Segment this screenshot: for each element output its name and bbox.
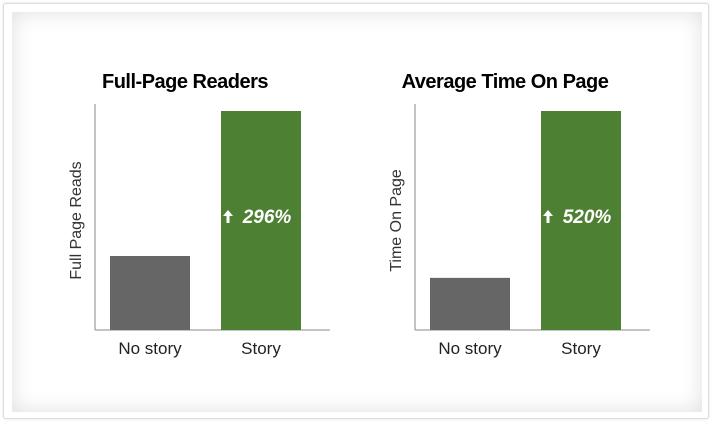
chart-title: Average Time On Page [402,71,609,93]
category-label: Story [561,339,601,358]
chart-0: Full-Page Readers Full Page Reads No story… [68,71,330,358]
chart-title: Full-Page Readers [102,71,268,93]
bar-annotation: 520% [563,207,612,228]
bar-annotation: 296% [242,207,292,228]
category-label: Story [241,339,281,358]
y-axis-label: Full Page Reads [68,161,85,279]
arrow-up-icon [223,210,233,223]
chart-1: Average Time On Page Time On Page No story… [388,71,650,358]
bar-no-story [110,256,190,330]
category-label: No story [438,339,502,358]
y-axis-label: Time On Page [388,169,405,272]
bar-story [541,111,621,330]
arrow-up-icon [543,210,553,223]
arrow-up-icon [543,210,553,223]
bar-story [221,111,301,330]
arrow-up-icon [223,210,233,223]
category-label: No story [118,339,182,358]
bar-no-story [430,277,510,330]
